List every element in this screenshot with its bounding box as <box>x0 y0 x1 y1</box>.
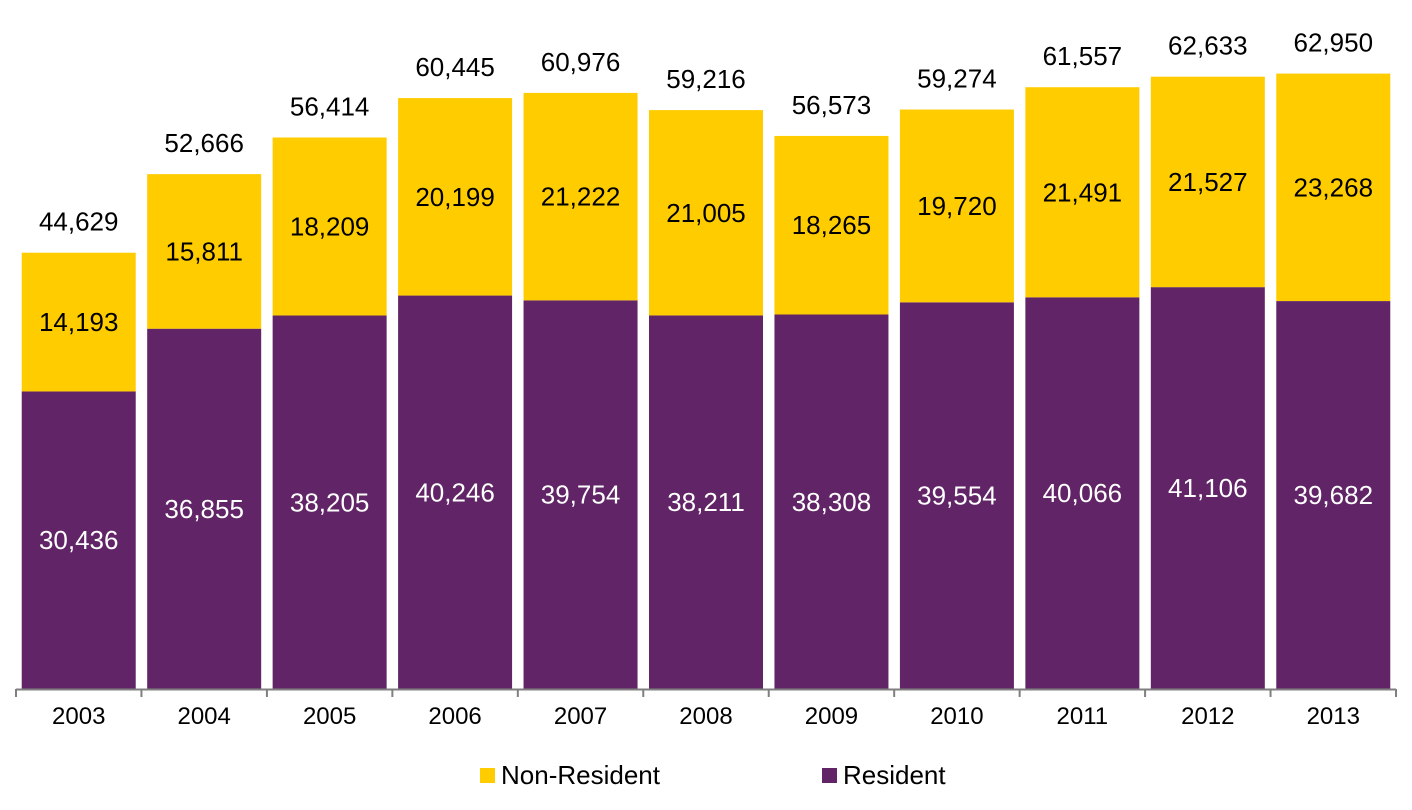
data-label-resident-2004: 36,855 <box>164 494 244 524</box>
data-label-resident-2012: 41,106 <box>1168 473 1248 503</box>
data-label-non-resident-2006: 20,199 <box>415 182 495 212</box>
x-tick-label-2008: 2008 <box>679 703 732 730</box>
x-tick-label-2010: 2010 <box>930 703 983 730</box>
data-label-resident-2010: 39,554 <box>917 481 997 511</box>
total-label-2004: 52,666 <box>164 128 244 158</box>
bar-non-resident-2010 <box>899 109 1014 303</box>
bar-non-resident-2004 <box>147 174 262 329</box>
bar-non-resident-2005 <box>272 137 387 316</box>
data-label-resident-2003: 30,436 <box>39 525 119 555</box>
data-label-resident-2011: 40,066 <box>1043 478 1123 508</box>
bar-resident-2004 <box>147 328 262 689</box>
bar-non-resident-2006 <box>398 98 513 296</box>
total-label-2011: 61,557 <box>1043 41 1123 71</box>
bar-non-resident-2009 <box>774 135 889 315</box>
data-label-resident-2005: 38,205 <box>290 487 370 517</box>
data-label-non-resident-2007: 21,222 <box>541 182 621 212</box>
x-tick-label-2012: 2012 <box>1181 703 1234 730</box>
x-tick-label-2003: 2003 <box>52 703 105 730</box>
bar-resident-2007 <box>523 300 638 689</box>
data-label-non-resident-2012: 21,527 <box>1168 167 1248 197</box>
total-label-2006: 60,445 <box>415 52 495 82</box>
bar-non-resident-2013 <box>1276 73 1391 302</box>
data-label-non-resident-2008: 21,005 <box>666 198 746 228</box>
data-label-resident-2006: 40,246 <box>415 477 495 507</box>
data-label-non-resident-2003: 14,193 <box>39 307 119 337</box>
data-label-non-resident-2010: 19,720 <box>917 191 997 221</box>
x-tick-label-2005: 2005 <box>303 703 356 730</box>
legend: Non-Resident Resident <box>0 760 1412 796</box>
total-label-2007: 60,976 <box>541 47 621 77</box>
total-label-2003: 44,629 <box>39 207 119 237</box>
data-label-non-resident-2013: 23,268 <box>1294 172 1374 202</box>
x-tick-label-2013: 2013 <box>1307 703 1360 730</box>
x-tick-label-2009: 2009 <box>805 703 858 730</box>
data-label-resident-2009: 38,308 <box>792 487 872 517</box>
bar-resident-2013 <box>1276 301 1391 689</box>
total-label-2005: 56,414 <box>290 91 370 121</box>
data-label-resident-2007: 39,754 <box>541 480 621 510</box>
bar-non-resident-2012 <box>1150 76 1265 288</box>
bar-resident-2008 <box>649 315 763 689</box>
bar-resident-2010 <box>899 302 1014 689</box>
x-tick-label-2011: 2011 <box>1057 703 1109 730</box>
x-tick-label-2007: 2007 <box>554 703 607 730</box>
bar-non-resident-2011 <box>1025 87 1140 298</box>
bar-non-resident-2007 <box>523 92 638 301</box>
bar-non-resident-2003 <box>21 252 136 392</box>
data-label-non-resident-2011: 21,491 <box>1043 177 1123 207</box>
total-label-2009: 56,573 <box>792 90 872 120</box>
bar-resident-2009 <box>774 314 889 689</box>
bar-resident-2012 <box>1150 287 1265 689</box>
total-label-2008: 59,216 <box>666 64 746 94</box>
x-tick-label-2004: 2004 <box>177 703 230 730</box>
total-label-2010: 59,274 <box>917 64 997 94</box>
stacked-bar-chart: 30,436 14,193 44,629 2003 36,855 15,811 52,666… <box>15 28 1397 730</box>
bar-resident-2005 <box>272 315 387 689</box>
legend-swatch-resident <box>822 768 837 783</box>
legend-item-resident: Resident <box>822 760 946 791</box>
bar-resident-2006 <box>398 295 513 689</box>
legend-label-non-resident: Non-Resident <box>501 760 660 790</box>
data-label-non-resident-2005: 18,209 <box>290 212 370 242</box>
bar-resident-2011 <box>1025 297 1140 689</box>
data-label-non-resident-2009: 18,265 <box>792 210 872 240</box>
legend-item-non-resident: Non-Resident <box>480 760 660 791</box>
data-label-resident-2008: 38,211 <box>667 487 745 517</box>
data-label-non-resident-2004: 15,811 <box>165 236 243 266</box>
x-tick-label-2006: 2006 <box>428 703 481 730</box>
legend-swatch-non-resident <box>480 768 495 783</box>
bar-resident-2003 <box>21 391 136 689</box>
bar-non-resident-2008 <box>649 110 763 316</box>
total-label-2013: 62,950 <box>1294 28 1374 58</box>
total-label-2012: 62,633 <box>1168 31 1248 61</box>
data-label-resident-2013: 39,682 <box>1294 480 1374 510</box>
legend-label-resident: Resident <box>843 760 946 790</box>
